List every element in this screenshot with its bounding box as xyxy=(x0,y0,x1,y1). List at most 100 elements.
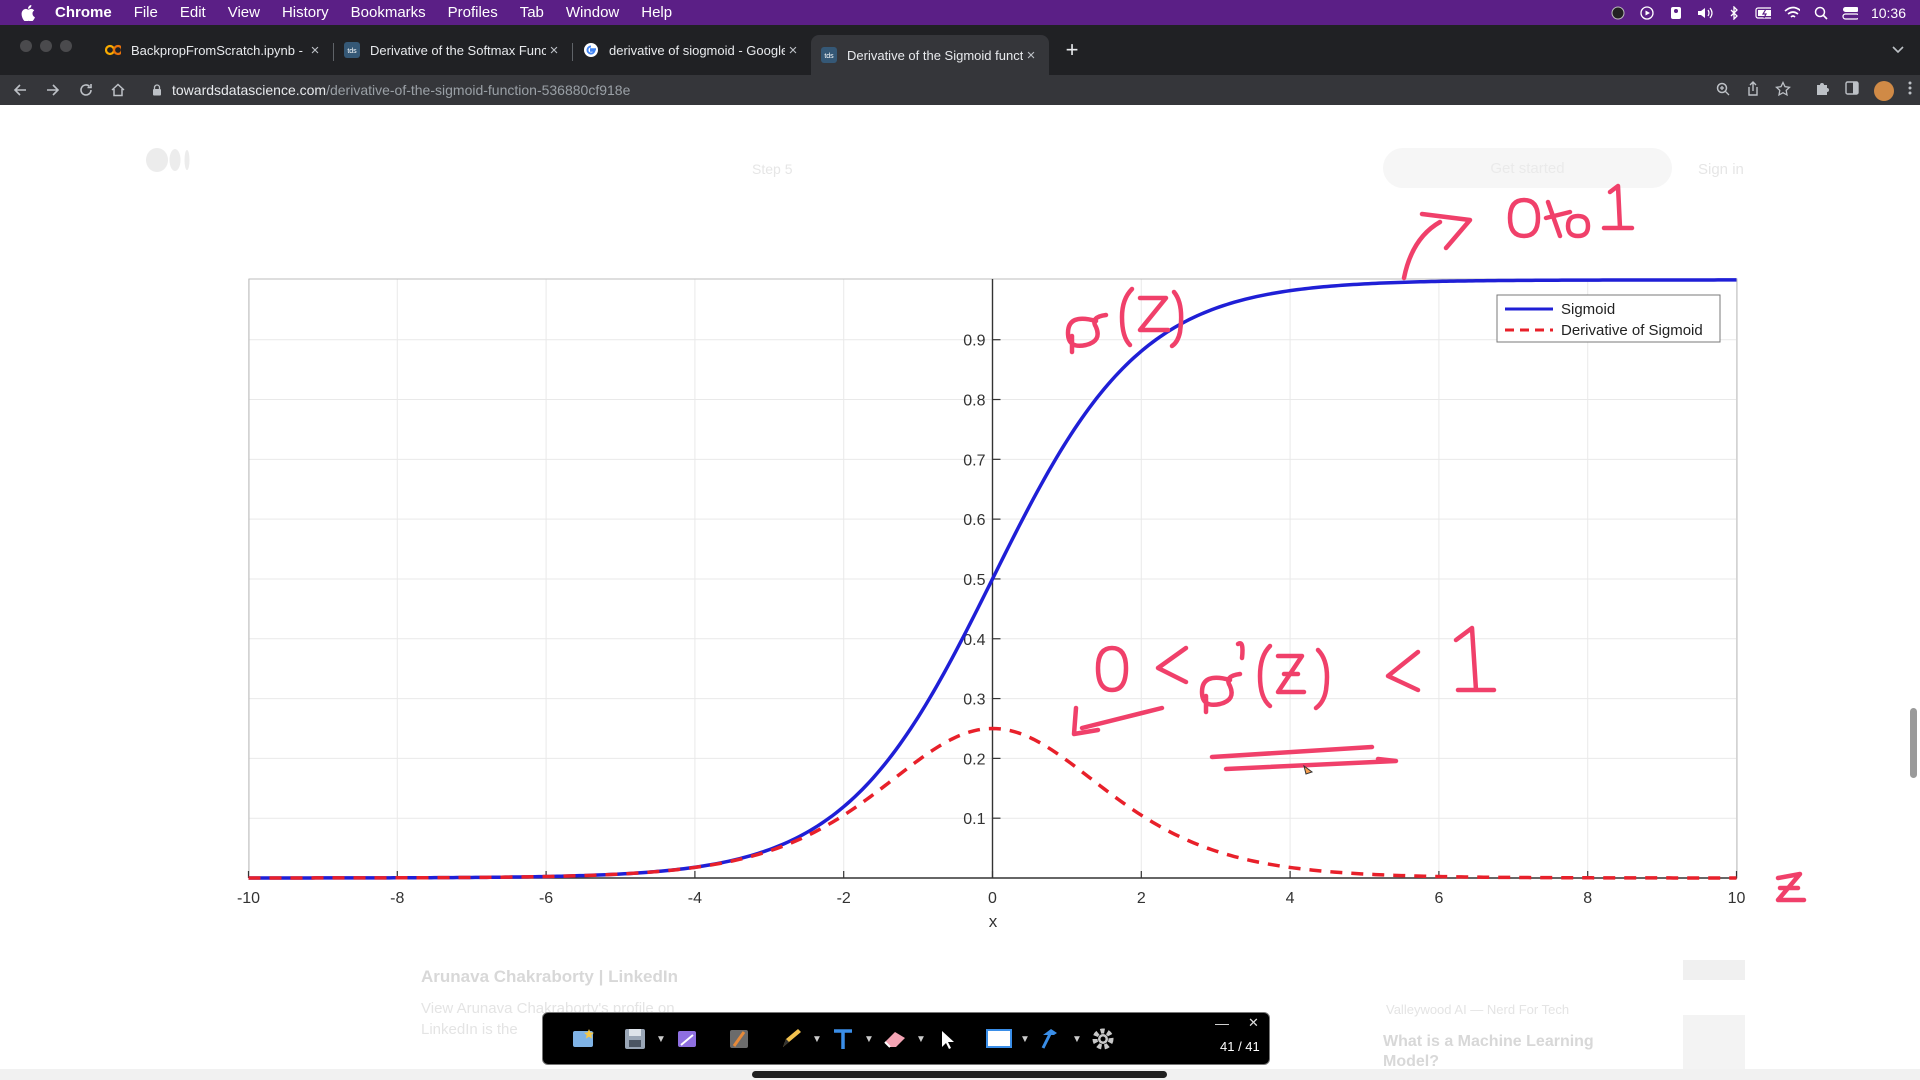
recommended-article-title[interactable]: What is a Machine Learning xyxy=(1383,1033,1594,1050)
pen-dropdown-icon[interactable]: ▼ xyxy=(812,1033,822,1045)
menu-file[interactable]: File xyxy=(133,4,158,21)
browser-toolbar: towardsdatascience.com/derivative-of-the… xyxy=(0,75,1920,105)
cursor-icon[interactable] xyxy=(929,1021,965,1057)
tab-close-icon[interactable]: × xyxy=(310,41,320,59)
step-label: Step 5 xyxy=(752,161,793,177)
url-domain: towardsdatascience.com xyxy=(172,82,327,98)
tds-icon: tds xyxy=(344,42,360,58)
tab-title: BackpropFromScratch.ipynb - xyxy=(131,42,303,58)
menu-view[interactable]: View xyxy=(227,4,260,21)
menu-profiles[interactable]: Profiles xyxy=(447,4,498,21)
tab-title: Derivative of the Sigmoid funct xyxy=(847,47,1023,63)
save-dropdown-icon[interactable]: ▼ xyxy=(656,1033,666,1045)
medium-logo-icon[interactable] xyxy=(145,147,193,178)
wifi-icon[interactable] xyxy=(1784,6,1800,20)
page-counter: 41 / 41 xyxy=(1220,1039,1260,1054)
tab-backprop-notebook[interactable]: BackpropFromScratch.ipynb - × xyxy=(95,33,333,67)
control-center-icon[interactable] xyxy=(1842,6,1858,20)
window-controls xyxy=(20,40,72,52)
url-path: /derivative-of-the-sigmoid-function-5368… xyxy=(326,82,631,98)
recommended-thumbnail[interactable] xyxy=(1683,1015,1745,1069)
annotation-toolbar: ▼ ▼ ▼ ▼ ▼ ▼ — ✕ 41 / 41 xyxy=(542,1012,1270,1065)
tab-sigmoid-derivative[interactable]: tds Derivative of the Sigmoid funct × xyxy=(811,35,1049,75)
share-icon[interactable] xyxy=(1745,80,1761,100)
tab-title: Derivative of the Softmax Func xyxy=(370,42,546,58)
menu-help[interactable]: Help xyxy=(641,4,673,21)
google-icon xyxy=(583,42,599,58)
tab-close-icon[interactable]: × xyxy=(549,41,559,59)
horizontal-scrollbar[interactable] xyxy=(0,1069,1920,1080)
tab-close-icon[interactable]: × xyxy=(788,41,798,59)
tab-title: derivative of siogmoid - Google xyxy=(609,42,785,58)
sign-in-link[interactable]: Sign in xyxy=(1698,161,1744,178)
screen-dropdown-icon[interactable]: ▼ xyxy=(1020,1033,1030,1045)
menu-tab[interactable]: Tab xyxy=(519,4,544,21)
page-content: Step 5 Get started Sign in Arunava Chakr… xyxy=(0,105,1920,1069)
tools-dropdown-icon[interactable]: ▼ xyxy=(1072,1033,1082,1045)
get-started-button[interactable]: Get started xyxy=(1383,148,1672,188)
recommended-byline[interactable]: Valleywood AI — Nerd For Tech xyxy=(1386,1002,1570,1017)
save-icon[interactable] xyxy=(617,1021,653,1057)
close-palette-button[interactable]: ✕ xyxy=(1248,1015,1259,1030)
screen-recording-icon[interactable] xyxy=(1639,5,1655,20)
tab-google-search[interactable]: derivative of siogmoid - Google × xyxy=(573,33,811,67)
tools-hammer-icon[interactable] xyxy=(1033,1021,1069,1057)
volume-icon[interactable] xyxy=(1697,6,1713,20)
mac-menu-bar: Chrome File Edit View History Bookmarks … xyxy=(0,0,1920,25)
zoom-window-button[interactable] xyxy=(60,40,72,52)
menu-bookmarks[interactable]: Bookmarks xyxy=(350,4,426,21)
home-button[interactable] xyxy=(108,80,128,100)
scrollbar-thumb[interactable] xyxy=(752,1071,1167,1078)
bookmark-star-icon[interactable] xyxy=(1775,80,1791,100)
settings-gear-icon[interactable] xyxy=(1085,1021,1121,1057)
profile-avatar[interactable] xyxy=(1874,80,1894,101)
address-bar[interactable]: towardsdatascience.com/derivative-of-the… xyxy=(140,77,1805,103)
highlighter-icon[interactable] xyxy=(669,1021,705,1057)
menubar-clock[interactable]: 10:36 xyxy=(1870,4,1906,21)
menu-app-chrome[interactable]: Chrome xyxy=(55,4,112,21)
menu-window[interactable]: Window xyxy=(565,4,620,21)
forward-button[interactable] xyxy=(43,80,63,100)
colab-icon xyxy=(105,42,121,58)
tab-close-icon[interactable]: × xyxy=(1026,46,1036,64)
tab-softmax-derivative[interactable]: tds Derivative of the Softmax Func × xyxy=(334,33,572,67)
tab-search-icon[interactable] xyxy=(1892,41,1904,59)
battery-icon[interactable] xyxy=(1755,6,1771,20)
tab-divider xyxy=(572,43,573,61)
new-tab-button[interactable]: + xyxy=(1065,37,1079,62)
text-tool-icon[interactable] xyxy=(825,1021,861,1057)
spotlight-search-icon[interactable] xyxy=(1813,6,1829,20)
text-dropdown-icon[interactable]: ▼ xyxy=(864,1033,874,1045)
zoom-icon[interactable] xyxy=(1715,81,1731,100)
minimize-palette-button[interactable]: — xyxy=(1215,1015,1229,1031)
bluetooth-icon[interactable] xyxy=(1726,5,1742,20)
back-button[interactable] xyxy=(10,80,30,100)
apple-icon[interactable] xyxy=(18,4,38,21)
minimize-window-button[interactable] xyxy=(40,40,52,52)
pen-icon[interactable] xyxy=(773,1021,809,1057)
vertical-scrollbar[interactable] xyxy=(1910,708,1917,778)
extensions-puzzle-icon[interactable] xyxy=(1814,80,1830,101)
pin-star-icon[interactable] xyxy=(565,1021,601,1057)
svg-text:tds: tds xyxy=(824,53,834,60)
eraser-dropdown-icon[interactable]: ▼ xyxy=(916,1033,926,1045)
lock-icon[interactable] xyxy=(152,84,162,96)
recommended-linkedin-title[interactable]: Arunava Chakraborty | LinkedIn xyxy=(421,967,678,986)
menu-edit[interactable]: Edit xyxy=(179,4,206,21)
menu-history[interactable]: History xyxy=(281,4,329,21)
tab-divider xyxy=(333,43,334,61)
contact-card-icon[interactable] xyxy=(1668,6,1684,20)
chrome-menu-icon[interactable] xyxy=(1908,80,1912,101)
tds-icon: tds xyxy=(821,47,837,63)
side-panel-icon[interactable] xyxy=(1844,80,1860,101)
eraser-icon[interactable] xyxy=(877,1021,913,1057)
recommended-thumbnail[interactable] xyxy=(1683,960,1745,980)
recommended-article-title[interactable]: Model? xyxy=(1383,1053,1439,1069)
whiteboard-icon[interactable] xyxy=(721,1021,757,1057)
svg-text:tds: tds xyxy=(347,48,357,55)
camera-status-icon[interactable] xyxy=(1610,6,1626,20)
reload-button[interactable] xyxy=(76,80,96,100)
screen-rectangle-icon[interactable] xyxy=(981,1021,1017,1057)
tab-strip: BackpropFromScratch.ipynb - × tds Deriva… xyxy=(0,25,1920,75)
close-window-button[interactable] xyxy=(20,40,32,52)
